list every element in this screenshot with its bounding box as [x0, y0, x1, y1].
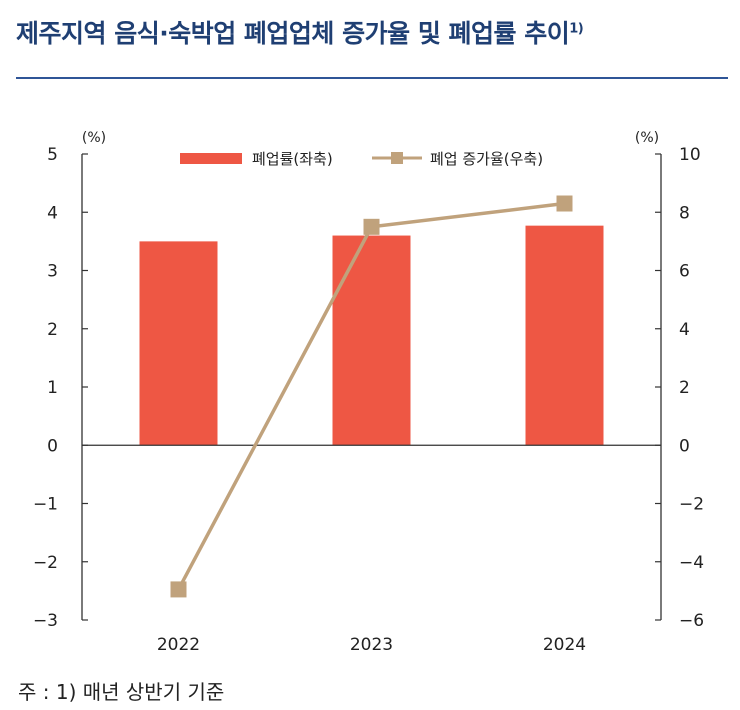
left-axis-tick-label: 3	[47, 262, 58, 282]
line-marker-2022	[170, 581, 187, 598]
right-axis-unit: (%)	[635, 130, 659, 146]
right-axis-tick-label: −6	[679, 611, 704, 631]
left-axis-tick-label: 4	[47, 203, 58, 223]
right-axis-tick-label: 0	[679, 436, 690, 456]
bar-2024	[525, 225, 604, 446]
legend-bar-label: 폐업률(좌축)	[252, 150, 333, 168]
footnote: 주 : 1) 매년 상반기 기준	[18, 680, 225, 704]
title-divider	[16, 77, 728, 79]
right-axis-tick-label: 4	[679, 320, 690, 340]
chart-title: 제주지역 음식·숙박업 폐업업체 증가율 및 폐업률 추이1)	[16, 14, 584, 50]
title-footnote-mark: 1)	[569, 21, 584, 37]
left-axis-tick-label: 5	[47, 145, 58, 165]
legend-line-label: 폐업 증가율(우축)	[430, 150, 543, 168]
line-marker-2024	[556, 195, 573, 212]
right-axis-tick-label: 8	[679, 203, 690, 223]
legend-line-marker	[391, 152, 403, 164]
left-axis-tick-label: −2	[33, 553, 58, 573]
x-axis-label-2024: 2024	[543, 635, 586, 655]
right-axis-tick-label: 2	[679, 378, 690, 398]
left-axis-tick-label: 1	[47, 378, 58, 398]
right-axis-tick-label: 10	[679, 145, 701, 165]
right-axis-tick-label: −4	[679, 553, 704, 573]
left-axis-tick-label: 2	[47, 320, 58, 340]
left-axis-tick-label: −3	[33, 611, 58, 631]
left-axis-tick-label: −1	[33, 495, 58, 515]
line-marker-2023	[363, 218, 380, 235]
right-axis-tick-label: −2	[679, 495, 704, 515]
right-axis-tick-label: 6	[679, 262, 690, 282]
bar-2023	[332, 235, 411, 446]
left-axis-tick-label: 0	[47, 436, 58, 456]
x-axis-label-2023: 2023	[350, 635, 393, 655]
chart-title-text: 제주지역 음식·숙박업 폐업업체 증가율 및 폐업률 추이	[16, 19, 570, 48]
legend: 폐업률(좌축) 폐업 증가율(우축)	[180, 150, 543, 168]
legend-bar-swatch	[180, 153, 242, 164]
bar-2022	[139, 241, 218, 446]
x-axis-label-2022: 2022	[157, 635, 200, 655]
left-axis-unit: (%)	[82, 130, 106, 146]
